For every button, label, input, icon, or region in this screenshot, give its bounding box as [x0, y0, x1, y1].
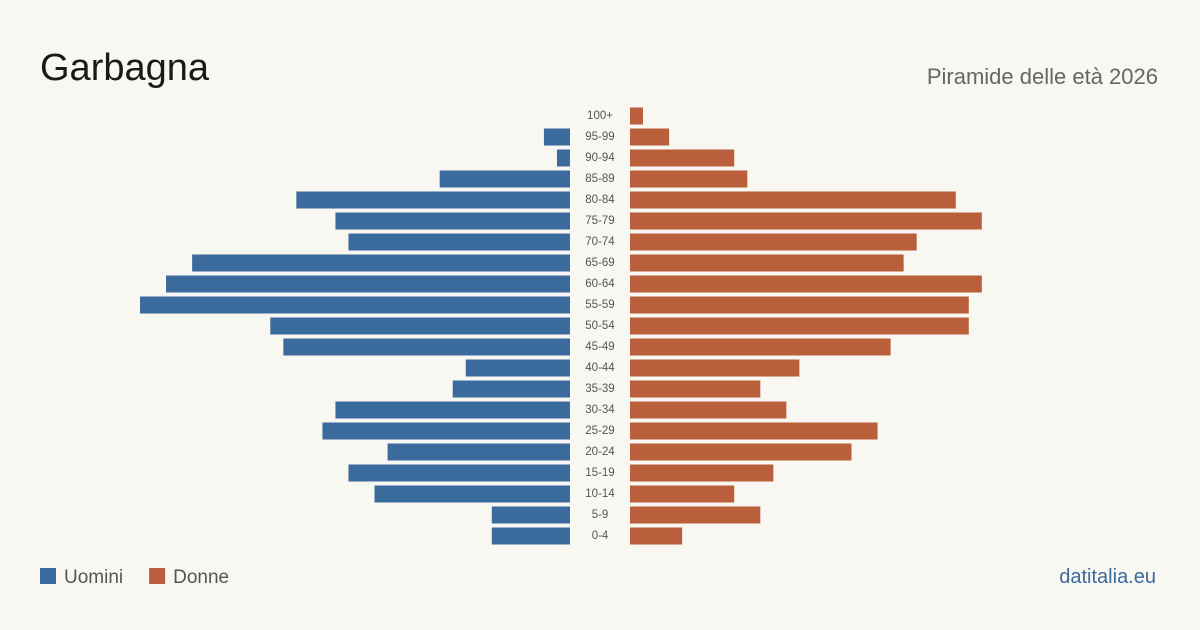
- legend-label: Uomini: [64, 567, 123, 588]
- age-label: 25-29: [585, 425, 614, 437]
- bar: [348, 464, 570, 482]
- age-label: 60-64: [585, 278, 615, 290]
- bar: [630, 233, 917, 251]
- bar: [630, 170, 748, 188]
- bar: [556, 149, 570, 167]
- age-label: 35-39: [585, 383, 614, 395]
- bar: [630, 485, 735, 503]
- age-label: 75-79: [585, 215, 614, 227]
- source: datitalia.eu: [1059, 566, 1156, 588]
- bar: [630, 506, 761, 524]
- bar: [630, 212, 982, 230]
- bar: [630, 254, 904, 272]
- bar: [166, 275, 570, 293]
- bar: [630, 359, 800, 377]
- bar: [543, 128, 570, 146]
- bar: [348, 233, 570, 251]
- bar: [630, 464, 774, 482]
- bar: [296, 191, 570, 209]
- age-label: 30-34: [585, 404, 615, 416]
- age-label: 90-94: [585, 152, 615, 164]
- age-label: 100+: [587, 110, 613, 122]
- bar: [491, 506, 570, 524]
- bar: [335, 212, 570, 230]
- age-label: 95-99: [585, 131, 614, 143]
- legend-label: Donne: [173, 567, 229, 588]
- bar: [630, 380, 761, 398]
- bar: [630, 149, 735, 167]
- bar: [630, 443, 852, 461]
- bar: [630, 338, 891, 356]
- legend-swatch: [149, 568, 166, 584]
- bar: [630, 275, 982, 293]
- bar: [192, 254, 570, 272]
- bar: [322, 422, 570, 440]
- age-label: 10-14: [585, 488, 615, 500]
- bar: [630, 422, 878, 440]
- age-label: 80-84: [585, 194, 615, 206]
- legend-swatch: [40, 568, 56, 584]
- age-label: 45-49: [585, 341, 614, 353]
- chart-subtitle: Piramide delle età 2026: [927, 64, 1158, 89]
- age-label: 85-89: [585, 173, 614, 185]
- bar: [439, 170, 570, 188]
- age-label: 5-9: [592, 509, 609, 521]
- age-label: 15-19: [585, 467, 614, 479]
- bar: [465, 359, 570, 377]
- chart-title: Garbagna: [40, 47, 210, 89]
- bar: [387, 443, 570, 461]
- bar: [452, 380, 570, 398]
- bar: [270, 317, 570, 335]
- age-label: 65-69: [585, 257, 614, 269]
- bar: [335, 401, 570, 419]
- bar: [140, 296, 570, 314]
- bar: [630, 527, 683, 545]
- bar: [491, 527, 570, 545]
- age-label: 40-44: [585, 362, 615, 374]
- bar: [630, 296, 969, 314]
- bar: [630, 401, 787, 419]
- age-label: 0-4: [592, 530, 609, 542]
- age-label: 20-24: [585, 446, 615, 458]
- bar: [374, 485, 570, 503]
- bar: [630, 317, 969, 335]
- bar: [630, 107, 644, 125]
- bar: [283, 338, 570, 356]
- age-label: 55-59: [585, 299, 614, 311]
- age-label: 50-54: [585, 320, 615, 332]
- age-label: 70-74: [585, 236, 615, 248]
- bar: [630, 191, 956, 209]
- bar: [630, 128, 670, 146]
